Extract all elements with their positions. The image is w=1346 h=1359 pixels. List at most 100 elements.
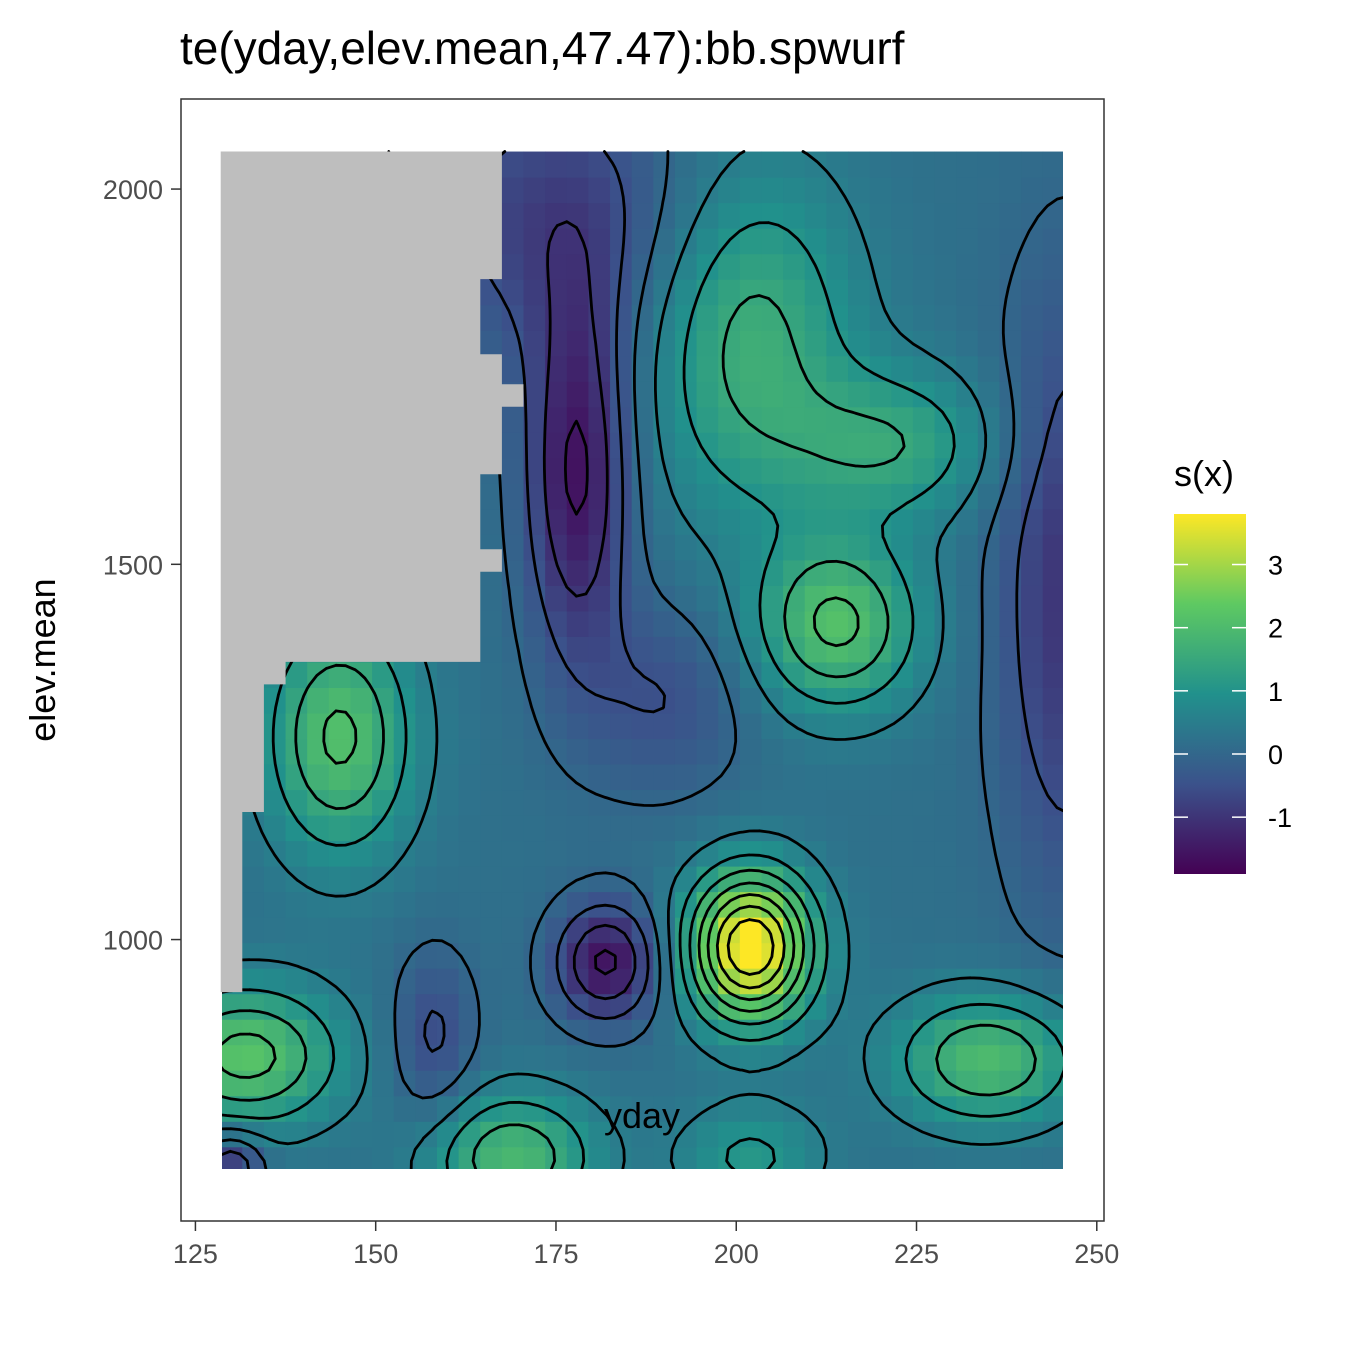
- heatmap-cell: [1021, 559, 1044, 586]
- heatmap-cell: [674, 279, 698, 306]
- heatmap-cell: [891, 279, 914, 306]
- heatmap-cell: [523, 942, 546, 969]
- heatmap-cell: [263, 1070, 287, 1097]
- heatmap-cell: [610, 1095, 633, 1122]
- heatmap-cell: [501, 866, 525, 893]
- heatmap-cell: [415, 917, 438, 944]
- heatmap-cell: [501, 661, 525, 688]
- heatmap-cell: [891, 789, 914, 816]
- heatmap-cell: [739, 610, 763, 637]
- heatmap-cell: [523, 866, 546, 893]
- heatmap-cell: [912, 202, 936, 229]
- heatmap-cell: [588, 1044, 611, 1071]
- heatmap-cell: [934, 763, 957, 791]
- heatmap-cell: [588, 483, 611, 510]
- heatmap-cell: [674, 1121, 698, 1148]
- heatmap-cell: [523, 610, 546, 637]
- heatmap-cell: [912, 1070, 936, 1097]
- heatmap-cell: [523, 559, 546, 586]
- heatmap-cell: [891, 457, 914, 484]
- heatmap-cell: [934, 304, 957, 331]
- heatmap-cell: [1021, 636, 1044, 663]
- heatmap-cell: [826, 1070, 849, 1097]
- heatmap-cell: [328, 866, 352, 893]
- heatmap-cell: [783, 406, 806, 433]
- heatmap-cell: [999, 840, 1022, 867]
- heatmap-cell: [891, 1095, 914, 1122]
- heatmap-cell: [761, 968, 784, 995]
- heatmap-cell: [480, 483, 503, 510]
- heatmap-cell: [1042, 687, 1063, 714]
- heatmap-cell: [869, 508, 892, 535]
- heatmap-cell: [999, 942, 1022, 969]
- y-tick-label: 2000: [103, 175, 163, 205]
- heatmap-cell: [372, 1070, 395, 1097]
- heatmap-cell: [631, 355, 654, 382]
- heatmap-cell: [891, 253, 914, 280]
- heatmap-cell: [891, 228, 914, 255]
- heatmap-cell: [610, 381, 633, 408]
- heatmap-cell: [545, 508, 568, 535]
- heatmap-cell: [480, 585, 503, 612]
- heatmap-cell: [977, 355, 1001, 382]
- heatmap-cell: [804, 559, 827, 586]
- heatmap-cell: [501, 738, 525, 765]
- heatmap-cell: [610, 738, 633, 765]
- heatmap-cell: [891, 177, 914, 204]
- heatmap-cell: [480, 1044, 503, 1071]
- heatmap-cell: [242, 866, 265, 893]
- heatmap-cell: [718, 202, 741, 229]
- heatmap-cell: [610, 687, 633, 714]
- heatmap-cell: [545, 789, 568, 816]
- heatmap-cell: [588, 610, 611, 637]
- heatmap-cell: [372, 1095, 395, 1122]
- heatmap-cell: [739, 534, 763, 561]
- heatmap-cell: [977, 891, 1001, 918]
- heatmap-cell: [523, 763, 546, 791]
- heatmap-cell: [869, 483, 892, 510]
- heatmap-cell: [912, 1095, 936, 1122]
- heatmap-cell: [826, 508, 849, 535]
- heatmap-cell: [999, 814, 1022, 842]
- heatmap-cell: [307, 1044, 330, 1071]
- heatmap-cell: [739, 891, 763, 918]
- heatmap-cell: [372, 661, 395, 688]
- heatmap-cell: [912, 993, 936, 1020]
- heatmap-cell: [761, 585, 784, 612]
- heatmap-cell: [761, 304, 784, 331]
- heatmap-cell: [718, 253, 741, 280]
- y-axis-title: elev.mean: [22, 578, 63, 741]
- heatmap-cell: [977, 279, 1001, 306]
- heatmap-cell: [912, 840, 936, 867]
- heatmap-cell: [956, 279, 979, 306]
- x-tick-label: 225: [894, 1239, 939, 1269]
- heatmap-cell: [934, 917, 957, 944]
- heatmap-cell: [934, 406, 957, 433]
- heatmap-cell: [328, 789, 352, 816]
- x-axis-title: yday: [604, 1095, 680, 1136]
- heatmap-cell: [956, 840, 979, 867]
- heatmap-cell: [480, 687, 503, 714]
- heatmap-cell: [285, 814, 308, 842]
- contour-line: [222, 150, 1063, 1169]
- heatmap-cell: [869, 228, 892, 255]
- heatmap-cell: [415, 942, 438, 969]
- heatmap-cell: [934, 942, 957, 969]
- heatmap-cell: [696, 789, 719, 816]
- heatmap-cell: [393, 942, 416, 969]
- heatmap-cell: [350, 763, 373, 791]
- heatmap-cell: [826, 866, 849, 893]
- heatmap-cell: [956, 942, 979, 969]
- heatmap-cell: [869, 559, 892, 586]
- heatmap-cell: [783, 151, 806, 178]
- heatmap-cell: [826, 687, 849, 714]
- heatmap-cell: [977, 304, 1001, 331]
- heatmap-cell: [566, 1095, 590, 1122]
- heatmap-cell: [1042, 968, 1063, 995]
- heatmap-cell: [480, 508, 503, 535]
- heatmap-cell: [891, 406, 914, 433]
- heatmap-cell: [804, 457, 827, 484]
- heatmap-cell: [696, 508, 719, 535]
- heatmap-cell: [739, 738, 763, 765]
- heatmap-cell: [934, 279, 957, 306]
